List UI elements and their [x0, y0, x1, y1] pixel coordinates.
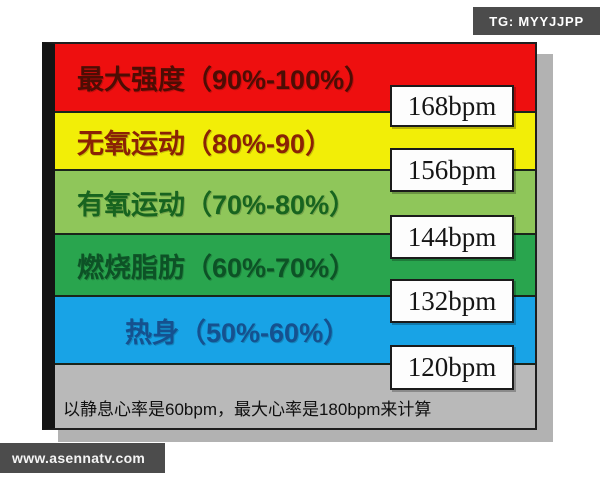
zone-label-fat-burn: 燃烧脂肪（60%-70%） — [77, 252, 357, 283]
zone-label-max-intensity: 最大强度（90%-100%） — [77, 65, 372, 95]
website-watermark-badge: www.asennatv.com — [0, 443, 166, 473]
footnote-text: 以静息心率是60bpm，最大心率是180bpm来计算 — [63, 400, 432, 419]
zone-label-aerobic: 有氧运动（70%-80%） — [77, 189, 357, 220]
bpm-boundary-144: 144bpm — [390, 215, 514, 259]
zone-label-anaerobic: 无氧运动（80%-90） — [77, 128, 333, 159]
bpm-boundary-156: 156bpm — [390, 148, 514, 192]
bpm-boundary-132: 132bpm — [390, 279, 514, 323]
telegram-watermark-badge: TG: MYYJJPP — [473, 7, 600, 35]
bpm-boundary-120: 120bpm — [390, 345, 514, 390]
bpm-boundary-168: 168bpm — [390, 85, 514, 127]
zone-label-warm-up: 热身（50%-60%） — [125, 317, 351, 348]
